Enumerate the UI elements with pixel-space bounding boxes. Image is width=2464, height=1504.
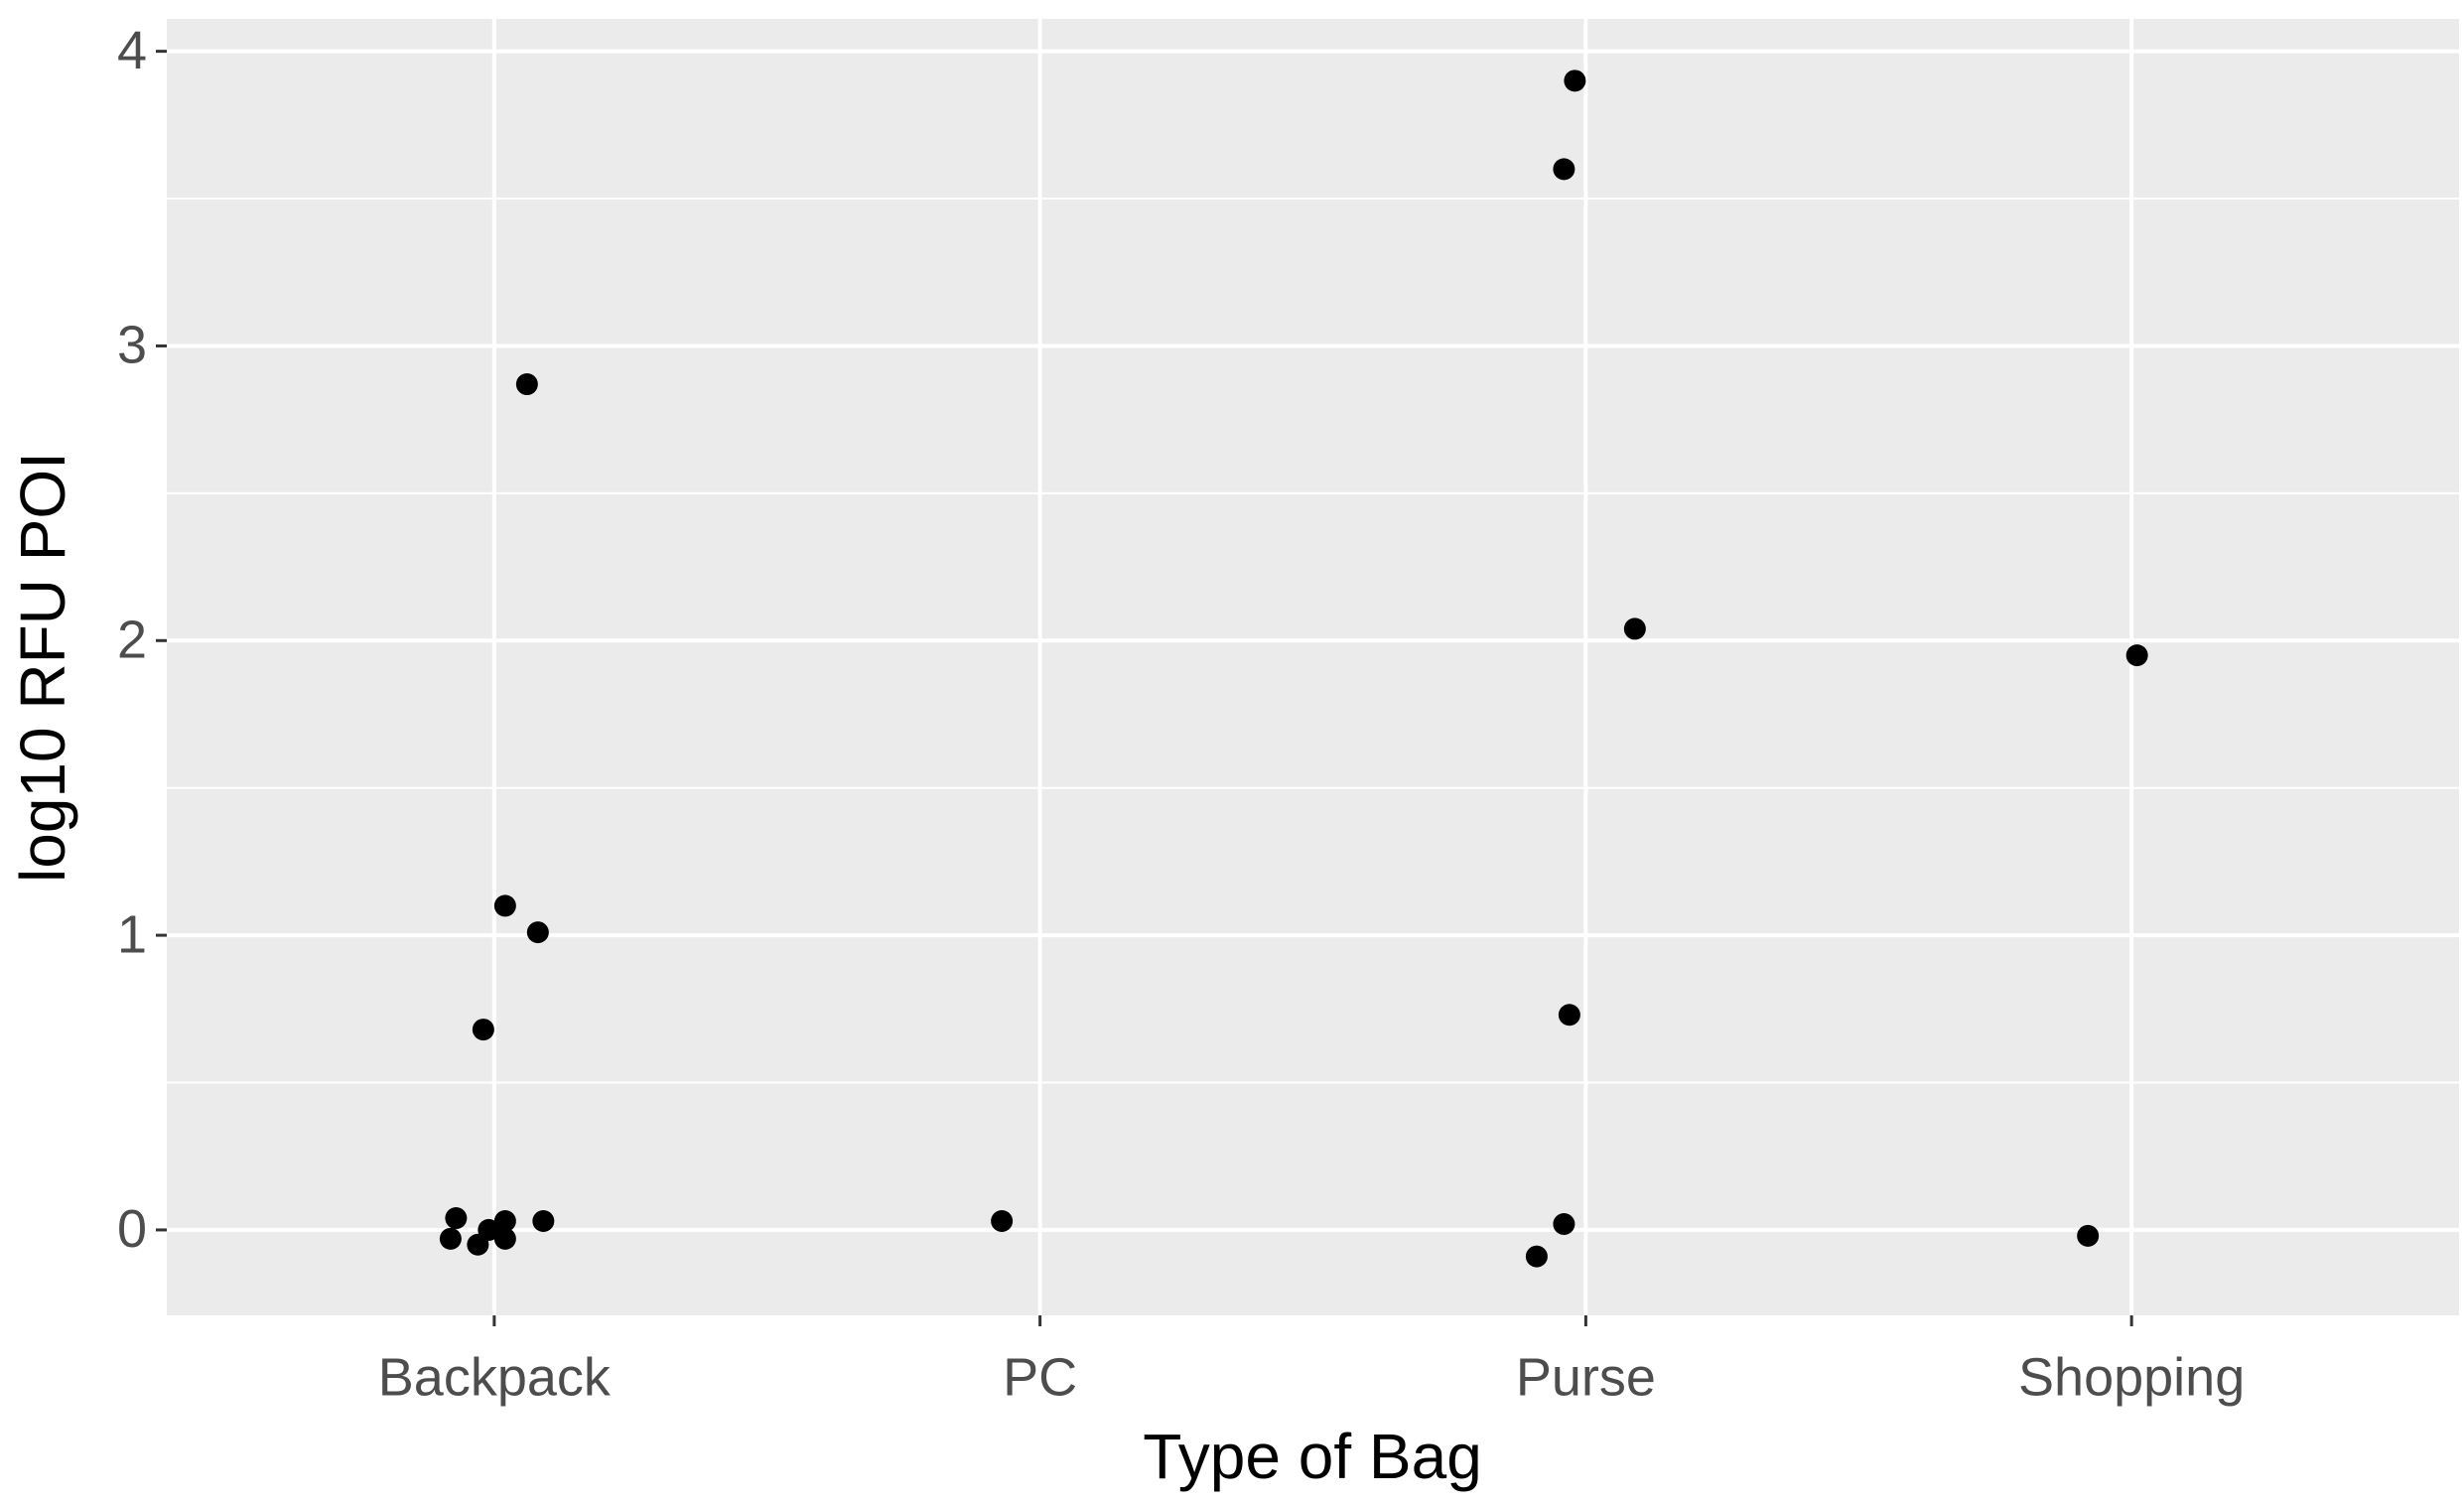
y-tick-label: 3 — [117, 316, 147, 375]
panel-background — [167, 19, 2459, 1315]
point — [472, 1019, 494, 1041]
x-tick-label: Backpack — [378, 1347, 612, 1407]
point — [532, 1210, 555, 1233]
y-tick-label: 2 — [117, 611, 147, 670]
x-tick-label: Purse — [1516, 1347, 1656, 1407]
point — [1553, 1212, 1575, 1235]
point — [991, 1210, 1014, 1233]
point — [1553, 158, 1575, 181]
point — [1525, 1245, 1548, 1268]
y-tick-label: 1 — [117, 904, 147, 964]
point — [1623, 617, 1646, 640]
series — [439, 69, 2148, 1268]
point — [493, 1210, 516, 1233]
x-tick-label: Shopping — [2018, 1347, 2245, 1407]
point — [445, 1207, 468, 1230]
y-tick-label: 0 — [117, 1199, 147, 1259]
x-axis-title: Type of Bag — [1143, 1421, 1482, 1492]
point — [493, 894, 516, 917]
point — [439, 1227, 462, 1250]
point — [1558, 1004, 1580, 1026]
point — [1564, 69, 1586, 92]
y-axis-title: log10 RFU POI — [7, 452, 78, 883]
point — [493, 1227, 516, 1250]
point — [478, 1218, 500, 1241]
x-tick-label: PC — [1003, 1347, 1077, 1407]
point — [526, 921, 549, 944]
point — [2125, 644, 2148, 667]
point — [515, 373, 538, 396]
point — [2077, 1224, 2100, 1247]
y-tick-label: 4 — [117, 21, 147, 80]
